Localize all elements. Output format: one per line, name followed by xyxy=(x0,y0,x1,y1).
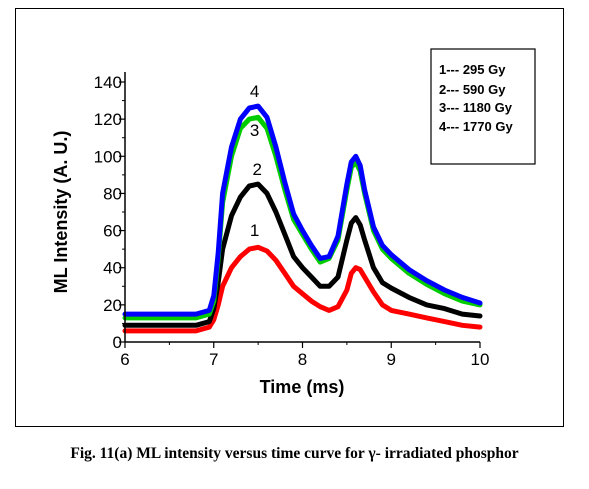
x-tick-label: 6 xyxy=(120,350,129,369)
plot-area xyxy=(122,103,483,334)
series-line-2 xyxy=(122,181,483,328)
curve-label-4: 4 xyxy=(250,82,259,101)
legend-box xyxy=(430,48,536,165)
series-line-1 xyxy=(122,244,483,334)
y-tick-label: 20 xyxy=(103,296,122,315)
legend-entry-4: 4--- 1770 Gy xyxy=(439,119,513,134)
series-line-4 xyxy=(122,103,483,317)
x-tick-label: 7 xyxy=(209,350,218,369)
y-tick-label: 40 xyxy=(103,259,122,278)
y-tick-label: 60 xyxy=(103,222,122,241)
y-tick-label: 100 xyxy=(94,147,122,166)
legend: 1--- 295 Gy 2--- 590 Gy 3--- 1180 Gy 4--… xyxy=(430,48,536,165)
x-tick-label: 8 xyxy=(298,350,307,369)
y-tick-label: 120 xyxy=(94,110,122,129)
figure-caption: Fig. 11(a) ML intensity versus time curv… xyxy=(70,445,519,462)
y-axis-label: ML Intensity (A. U.) xyxy=(51,131,71,294)
curve-label-2: 2 xyxy=(253,160,262,179)
curve-label-3: 3 xyxy=(250,121,259,140)
x-tick-label: 10 xyxy=(471,350,490,369)
curve-labels: 1 2 3 4 xyxy=(250,82,262,240)
y-tick-label: 80 xyxy=(103,184,122,203)
series-line-3 xyxy=(122,114,483,321)
x-tick-label: 9 xyxy=(387,350,396,369)
legend-entry-1: 1--- 295 Gy xyxy=(439,62,506,77)
legend-entry-2: 2--- 590 Gy xyxy=(439,82,506,97)
axes xyxy=(124,72,480,343)
curve-label-1: 1 xyxy=(250,221,259,240)
x-axis-label: Time (ms) xyxy=(260,377,345,397)
y-tick-label: 140 xyxy=(94,73,122,92)
y-tick-label: 0 xyxy=(113,333,122,352)
figure-frame xyxy=(15,8,564,427)
legend-entry-3: 3--- 1180 Gy xyxy=(439,100,513,115)
